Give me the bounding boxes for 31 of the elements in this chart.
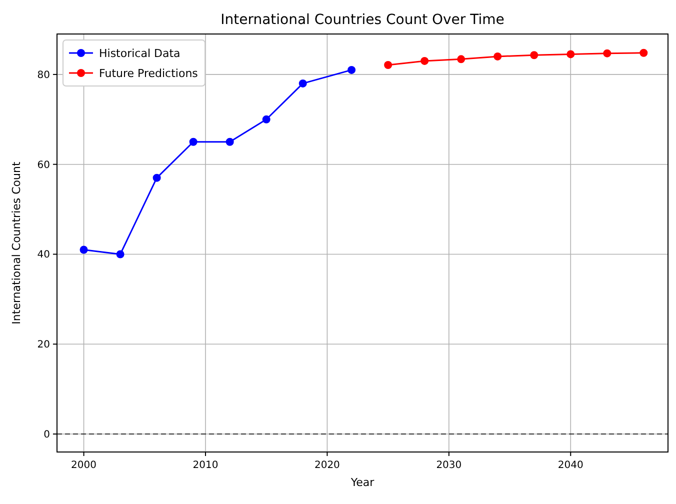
point xyxy=(530,51,538,60)
x-tick-label: 2010 xyxy=(192,460,218,471)
legend-label: Future Predictions xyxy=(99,67,198,80)
point xyxy=(226,138,234,146)
point xyxy=(152,174,161,182)
x-tick-label: 2040 xyxy=(558,460,584,471)
point xyxy=(384,61,392,70)
y-tick-label: 20 xyxy=(37,340,50,351)
point xyxy=(189,138,198,146)
point xyxy=(348,66,356,74)
chart-title: International Countries Count Over Time xyxy=(220,12,504,28)
x-axis-title: Year xyxy=(350,476,375,489)
x-tick-label: 2030 xyxy=(436,460,462,471)
point xyxy=(494,52,502,60)
y-tick-label: 0 xyxy=(44,430,50,441)
y-tick-label: 80 xyxy=(37,70,50,81)
y-tick-label: 40 xyxy=(37,250,50,261)
x-tick-label: 2020 xyxy=(314,460,340,471)
point xyxy=(80,246,88,254)
point xyxy=(420,56,429,65)
point xyxy=(116,250,124,258)
point xyxy=(457,55,466,64)
point xyxy=(262,115,270,124)
point xyxy=(603,49,612,58)
x-tick-label: 2000 xyxy=(71,460,97,471)
point xyxy=(566,50,575,58)
y-tick-label: 60 xyxy=(37,160,50,171)
y-axis-title: International Countries Count xyxy=(10,161,23,324)
point xyxy=(640,48,648,57)
legend-label: Historical Data xyxy=(99,47,180,60)
point xyxy=(298,79,307,88)
